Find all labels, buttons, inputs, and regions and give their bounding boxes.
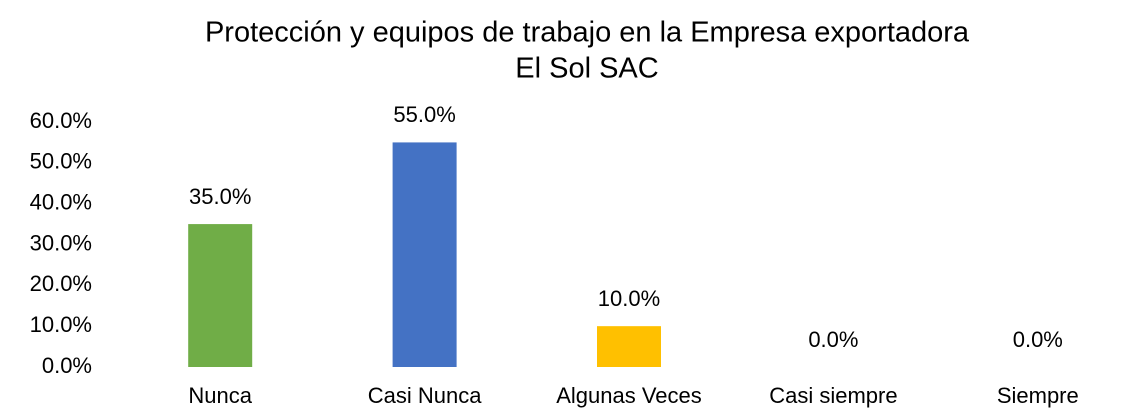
value-label: 10.0% [598,286,660,311]
value-label: 0.0% [1013,327,1063,352]
x-tick-label: Algunas Veces [556,383,702,408]
bar [597,326,661,367]
y-tick-label: 0.0% [42,353,92,378]
y-tick-label: 10.0% [30,312,92,337]
value-label: 35.0% [189,184,251,209]
bar [188,224,253,367]
x-tick-label: Casi siempre [769,383,897,408]
y-tick-label: 40.0% [30,189,92,214]
x-tick-label: Casi Nunca [368,383,482,408]
x-tick-label: Nunca [188,383,252,408]
y-tick-label: 60.0% [30,108,92,133]
bar [392,142,457,367]
y-tick-label: 20.0% [30,271,92,296]
chart-title: Protección y equipos de trabajo en la Em… [205,17,970,49]
chart-title: El Sol SAC [515,53,658,85]
y-tick-label: 30.0% [30,230,92,255]
value-label: 55.0% [393,102,455,127]
value-label: 0.0% [808,327,858,352]
y-tick-label: 50.0% [30,149,92,174]
x-tick-label: Siempre [997,383,1079,408]
